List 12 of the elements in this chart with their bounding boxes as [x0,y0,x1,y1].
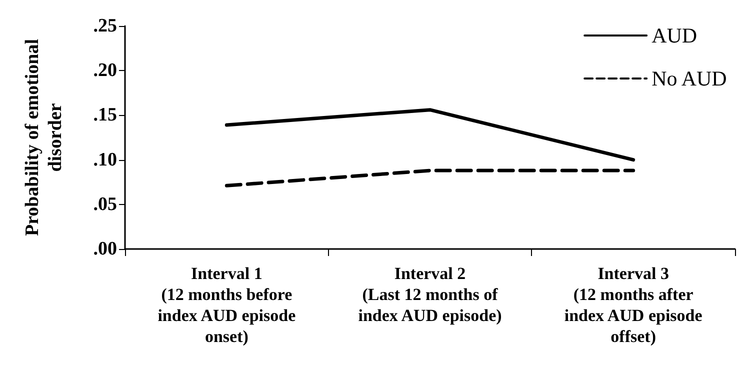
y-tick-label: .15 [93,104,117,126]
x-tick-label: Interval 3 (12 months after index AUD episode offset) [564,264,703,346]
y-tick-label: .00 [93,238,117,260]
y-tick-label: .10 [93,149,117,170]
legend-label: No AUD [652,66,727,90]
y-tick-label: .25 [93,16,117,36]
x-tick-label: Interval 1 (12 months before index AUD episode onset) [158,264,296,346]
x-tick-label: Interval 2 (Last 12 months of index AUD episode) [358,264,502,325]
y-tick-label: .20 [93,60,117,82]
legend-label: AUD [652,24,698,48]
y-axis-title: Probability of emotional disorder [22,38,66,236]
y-tick-label: .05 [93,194,117,215]
